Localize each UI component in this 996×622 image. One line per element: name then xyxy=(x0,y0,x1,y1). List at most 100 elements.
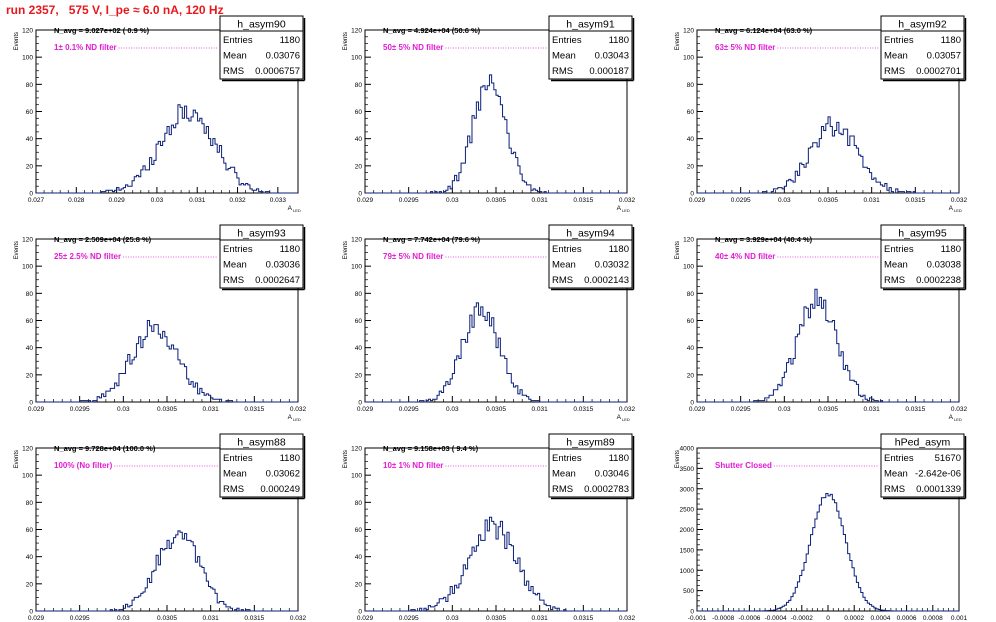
stats-box-frame xyxy=(880,433,965,498)
y-tick-label: 20 xyxy=(26,581,34,588)
x-tick-label: 0.032 xyxy=(951,406,968,413)
stats-value: 1180 xyxy=(609,35,629,46)
y-tick-label: 3500 xyxy=(680,466,695,473)
filter-label: 10± 1% ND filter xyxy=(383,461,443,470)
y-tick-label: 40 xyxy=(355,554,363,561)
stats-key: Entries xyxy=(552,35,582,46)
x-tick-label: 0.029 xyxy=(357,406,374,413)
navg-label: N_avg = 6.124e+04 (63.0 %) xyxy=(715,26,813,35)
y-tick-label: 20 xyxy=(355,372,363,379)
stats-key: RMS xyxy=(884,484,905,495)
y-tick-label: 3000 xyxy=(680,486,695,493)
y-tick-label: 120 xyxy=(351,446,362,453)
x-tick-label: 0.031 xyxy=(864,197,881,204)
stats-key: Entries xyxy=(552,453,582,464)
x-tick-label: 0.0295 xyxy=(731,406,751,413)
x-tick-label: 0.0008 xyxy=(923,615,943,622)
stats-value: 0.0002647 xyxy=(255,275,300,286)
stats-value: 0.03046 xyxy=(595,469,629,480)
x-tick-label: -0.0006 xyxy=(738,615,760,622)
y-tick-label: 80 xyxy=(355,82,363,89)
y-tick-label: 60 xyxy=(355,109,363,116)
stats-box: hPed_asym Entries 51670 Mean -2.642e-06 RMS 0.… xyxy=(880,433,967,500)
stats-key: Mean xyxy=(884,469,908,480)
x-tick-label: 0.0006 xyxy=(897,615,917,622)
y-tick-label: 0 xyxy=(358,191,362,198)
navg-label: N_avg = 9.728e+04 (100.0 %) xyxy=(54,444,156,453)
y-axis-label: Events xyxy=(343,450,349,468)
histogram-series xyxy=(697,493,959,612)
stats-key: Mean xyxy=(552,51,576,62)
x-tick-label: 0.0315 xyxy=(905,197,925,204)
histogram-name: h_asym91 xyxy=(566,19,615,31)
y-tick-label: 1000 xyxy=(680,568,695,575)
x-axis-label-sub: LED xyxy=(293,208,301,213)
stats-key: Entries xyxy=(884,244,914,255)
x-tick-label: 0.0004 xyxy=(870,615,890,622)
stats-value: 0.03032 xyxy=(595,260,629,271)
stats-box-frame xyxy=(219,433,304,498)
y-tick-label: 80 xyxy=(687,291,695,298)
stats-key: RMS xyxy=(223,275,244,286)
stats-value: 0.0006757 xyxy=(255,66,300,77)
y-tick-label: 100 xyxy=(22,55,33,62)
x-tick-label: 0.0315 xyxy=(573,615,593,622)
x-axis-label: A xyxy=(288,414,293,421)
y-tick-label: 80 xyxy=(26,82,34,89)
histogram-series xyxy=(365,74,627,194)
y-axis-label: Events xyxy=(675,450,681,468)
stats-value: 1180 xyxy=(609,244,629,255)
stats-value: 0.03036 xyxy=(266,260,300,271)
x-tick-label: 0.0305 xyxy=(157,615,177,622)
navg-label: N_avg = 9.158e+03 ( 9.4 %) xyxy=(383,444,479,453)
y-tick-label: 20 xyxy=(687,163,695,170)
x-tick-label: 0.0295 xyxy=(70,406,90,413)
stats-box: h_asym95 Entries 1180 Mean 0.03038 RMS 0.00022… xyxy=(880,224,967,291)
x-tick-label: -0.0004 xyxy=(765,615,787,622)
x-axis-label: A xyxy=(949,414,954,421)
x-tick-label: 0.031 xyxy=(532,406,549,413)
x-tick-label: 0.029 xyxy=(357,615,374,622)
x-tick-label: 0.001 xyxy=(951,615,968,622)
histogram-panel-h_asym92: 0.029 0.0295 0.03 0.0305 0.031 0.0315 0.032 0 20… xyxy=(675,15,968,213)
y-tick-label: 100 xyxy=(683,55,694,62)
x-tick-label: 0.03 xyxy=(117,615,130,622)
stats-key: RMS xyxy=(223,66,244,77)
histogram-panel-h_asym88: 0.029 0.0295 0.03 0.0305 0.031 0.0315 0.032 0 20… xyxy=(14,433,307,622)
stats-key: Entries xyxy=(223,453,253,464)
x-tick-label: 0.032 xyxy=(951,197,968,204)
main-title: run 2357, 575 V, I_pe ≈ 6.0 nA, 120 Hz xyxy=(6,3,224,17)
y-tick-label: 0 xyxy=(358,400,362,407)
stats-box-frame xyxy=(880,15,965,80)
y-tick-label: 4000 xyxy=(680,446,695,453)
y-tick-label: 100 xyxy=(22,473,33,480)
x-axis-label: A xyxy=(288,205,293,212)
x-tick-label: 0.03 xyxy=(151,197,164,204)
y-tick-label: 20 xyxy=(26,163,34,170)
y-tick-label: 120 xyxy=(683,237,694,244)
x-tick-label: 0.029 xyxy=(689,406,706,413)
stats-value: 1180 xyxy=(280,244,300,255)
stats-key: Mean xyxy=(223,260,247,271)
y-tick-label: 60 xyxy=(355,318,363,325)
stats-value: 1180 xyxy=(280,453,300,464)
stats-value: -2.642e-06 xyxy=(915,469,961,480)
stats-key: Entries xyxy=(552,244,582,255)
x-tick-label: 0.0305 xyxy=(486,197,506,204)
y-tick-label: 0 xyxy=(690,609,694,616)
y-tick-label: 40 xyxy=(355,136,363,143)
stats-value: 1180 xyxy=(941,244,961,255)
y-tick-label: 80 xyxy=(687,82,695,89)
stats-box: h_asym92 Entries 1180 Mean 0.03057 RMS 0.00027… xyxy=(880,15,967,82)
stats-value: 0.0002143 xyxy=(584,275,629,286)
stats-box-frame xyxy=(219,224,304,289)
y-tick-label: 20 xyxy=(355,163,363,170)
stats-key: RMS xyxy=(884,66,905,77)
stats-value: 51670 xyxy=(935,453,961,464)
y-axis-label: Events xyxy=(343,32,349,50)
x-tick-label: 0.033 xyxy=(270,197,287,204)
y-tick-label: 40 xyxy=(26,345,34,352)
y-tick-label: 60 xyxy=(355,527,363,534)
y-tick-label: 20 xyxy=(687,372,695,379)
x-tick-label: 0.0315 xyxy=(905,406,925,413)
